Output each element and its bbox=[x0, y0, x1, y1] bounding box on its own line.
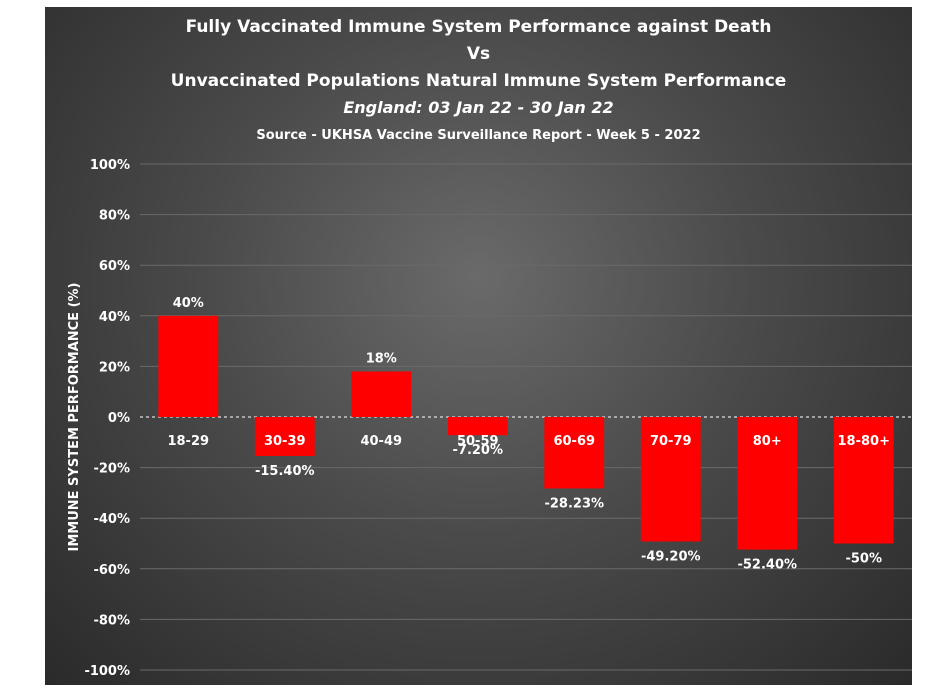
bar-18-80+ bbox=[833, 417, 894, 544]
chart-title-line-2: Vs bbox=[466, 44, 491, 64]
chart-subtitle-date-range: England: 03 Jan 22 - 30 Jan 22 bbox=[343, 98, 614, 117]
bars bbox=[158, 315, 894, 550]
category-label-50-59: 50-59 bbox=[457, 434, 499, 449]
y-tick-label: 40% bbox=[99, 310, 130, 325]
y-tick-label: 20% bbox=[99, 360, 130, 375]
bar-50-59 bbox=[447, 417, 508, 436]
y-tick-label: 0% bbox=[108, 411, 130, 426]
chart-panel: Fully Vaccinated Immune System Performan… bbox=[45, 7, 912, 685]
value-label-60-69: -28.23% bbox=[544, 496, 604, 511]
bar-chart-plot: 100%80%60%40%20%0%-20%-40%-60%-80%-100% … bbox=[67, 158, 912, 679]
chart-source-note: Source - UKHSA Vaccine Surveillance Repo… bbox=[256, 128, 701, 143]
gridlines bbox=[140, 163, 912, 671]
category-label-60-69: 60-69 bbox=[553, 434, 595, 449]
category-label-80+: 80+ bbox=[753, 434, 782, 449]
y-tick-label: -100% bbox=[84, 664, 130, 679]
bar-40-49 bbox=[351, 371, 412, 417]
y-tick-label: -80% bbox=[93, 613, 130, 628]
bar-70-79 bbox=[640, 417, 701, 542]
bar-60-69 bbox=[544, 417, 605, 489]
y-tick-label: -20% bbox=[93, 462, 130, 477]
value-label-30-39: -15.40% bbox=[255, 464, 315, 479]
value-label-18-80+: -50% bbox=[845, 552, 882, 567]
y-tick-label: 100% bbox=[90, 158, 130, 173]
chart-title-line-1: Fully Vaccinated Immune System Performan… bbox=[185, 17, 772, 37]
category-label-70-79: 70-79 bbox=[650, 434, 692, 449]
bar-30-39 bbox=[254, 417, 315, 456]
value-label-70-79: -49.20% bbox=[641, 549, 701, 564]
y-tick-label: -60% bbox=[93, 563, 130, 578]
bar-18-29 bbox=[158, 315, 219, 417]
category-label-18-29: 18-29 bbox=[167, 434, 209, 449]
y-tick-label: -40% bbox=[93, 512, 130, 527]
y-axis-title: IMMUNE SYSTEM PERFORMANCE (%) bbox=[67, 283, 82, 552]
y-tick-label: 60% bbox=[99, 259, 130, 274]
category-label-40-49: 40-49 bbox=[360, 434, 402, 449]
value-label-18-29: 40% bbox=[173, 296, 204, 311]
category-label-30-39: 30-39 bbox=[264, 434, 306, 449]
y-axis-ticks: 100% 80% 60% 40% 20% 0% -20% -40% -60% -80% -100% bbox=[84, 158, 130, 679]
value-label-80+: -52.40% bbox=[737, 558, 797, 573]
y-tick-label: 80% bbox=[99, 209, 130, 224]
chart-title-line-3: Unvaccinated Populations Natural Immune … bbox=[170, 71, 787, 91]
value-label-40-49: 18% bbox=[366, 351, 397, 366]
category-label-18-80+: 18-80+ bbox=[838, 434, 890, 449]
bar-labels: 40% 18-29 -15.40% 30-39 18% 40-49 -7.20%50-59 -… bbox=[167, 296, 890, 573]
value-label-50-59: -7.20% bbox=[453, 443, 504, 458]
bar-80+ bbox=[737, 417, 798, 550]
